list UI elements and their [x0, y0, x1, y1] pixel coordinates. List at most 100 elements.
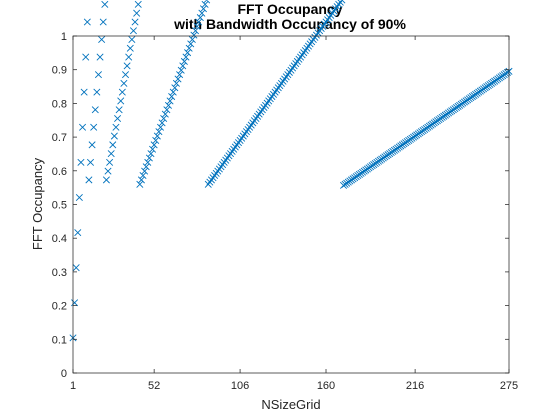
data-point [125, 53, 133, 61]
data-point [72, 264, 80, 272]
data-point [192, 27, 200, 35]
data-point [174, 75, 182, 83]
chart-title-line-2: with Bandwidth Occupancy of 90% [173, 16, 406, 32]
data-point [98, 35, 106, 44]
data-point [79, 123, 87, 131]
y-tick-label: 0.9 [52, 65, 67, 77]
data-point [155, 128, 163, 136]
data-point [177, 66, 185, 74]
data-point [139, 172, 147, 180]
data-point [152, 136, 160, 144]
data-point [188, 35, 196, 44]
data-point [185, 44, 193, 52]
data-point [99, 18, 107, 26]
data-point [141, 167, 149, 175]
axis-ticks: 1 52 106 160 216 275 0 0.1 0.2 0.3 0.4 0.5 0.6 0.7 0.8… [52, 31, 518, 392]
data-point [129, 27, 137, 35]
data-point [110, 132, 118, 140]
data-point [163, 106, 171, 114]
data-point [180, 57, 188, 65]
data-point [101, 0, 109, 8]
data-point [193, 22, 201, 30]
data-point [117, 97, 125, 105]
plot-frame [72, 35, 510, 374]
chart-title-line-1: FFT Occupancy [237, 1, 342, 17]
data-point [201, 0, 209, 8]
data-point [171, 84, 179, 92]
data-point [121, 71, 130, 79]
data-point [106, 158, 114, 166]
data-point [118, 88, 126, 96]
y-tick-label: 0.2 [52, 301, 67, 313]
x-tick-label: 160 [317, 380, 335, 392]
data-point [145, 154, 153, 162]
data-point [196, 14, 204, 22]
data-point [198, 9, 206, 17]
x-tick-label: 216 [406, 380, 424, 392]
data-point [203, 0, 211, 4]
data-point [104, 167, 112, 175]
data-point [115, 106, 123, 114]
y-axis-label: FFT Occupancy [30, 157, 45, 250]
data-point [199, 5, 208, 13]
data-point [90, 123, 98, 131]
x-tick-label: 1 [70, 380, 76, 392]
data-point [136, 180, 144, 188]
data-point [172, 79, 180, 87]
x-tick-label: 106 [231, 380, 249, 392]
data-point [150, 141, 158, 149]
data-point [107, 150, 115, 158]
data-point [161, 110, 169, 118]
y-tick-label: 1 [61, 31, 67, 43]
data-point [120, 79, 128, 87]
data-point [112, 123, 120, 131]
data-markers [69, 0, 513, 342]
y-tick-label: 0.6 [52, 166, 67, 178]
data-point [147, 150, 155, 158]
data-point [168, 93, 176, 101]
data-point [93, 88, 101, 96]
data-point [77, 158, 85, 166]
data-point [158, 119, 166, 127]
y-tick-label: 0.8 [52, 98, 67, 110]
data-point [86, 158, 95, 166]
y-tick-label: 0.4 [52, 233, 67, 245]
data-point [123, 62, 131, 70]
data-point [71, 299, 79, 307]
x-tick-label: 275 [500, 380, 518, 392]
data-point [144, 158, 152, 166]
y-tick-label: 0.7 [52, 132, 67, 144]
data-point [96, 53, 104, 61]
data-point [85, 176, 93, 184]
data-point [83, 18, 91, 26]
data-point [134, 0, 142, 8]
data-point [126, 44, 134, 52]
data-point [82, 53, 90, 61]
data-point [164, 101, 172, 109]
data-point [149, 145, 157, 153]
data-point [176, 71, 184, 79]
data-point [182, 53, 190, 61]
data-point [91, 106, 99, 114]
y-tick-label: 0.5 [52, 200, 67, 212]
data-point [338, 0, 346, 4]
data-point [114, 114, 122, 123]
x-tick-label: 52 [148, 380, 160, 392]
data-point [74, 229, 82, 237]
data-point [94, 71, 102, 79]
x-axis-label: NSizeGrid [261, 397, 320, 412]
data-point [128, 35, 136, 44]
y-tick-label: 0.3 [52, 267, 67, 279]
data-point [160, 114, 168, 123]
data-point [137, 176, 145, 184]
data-point [75, 193, 83, 201]
data-point [109, 141, 117, 149]
data-point [156, 123, 165, 131]
data-point [195, 18, 203, 26]
data-point [102, 176, 110, 184]
data-point [169, 88, 177, 96]
data-point [166, 97, 174, 105]
data-point [131, 18, 139, 26]
data-point [133, 9, 141, 17]
